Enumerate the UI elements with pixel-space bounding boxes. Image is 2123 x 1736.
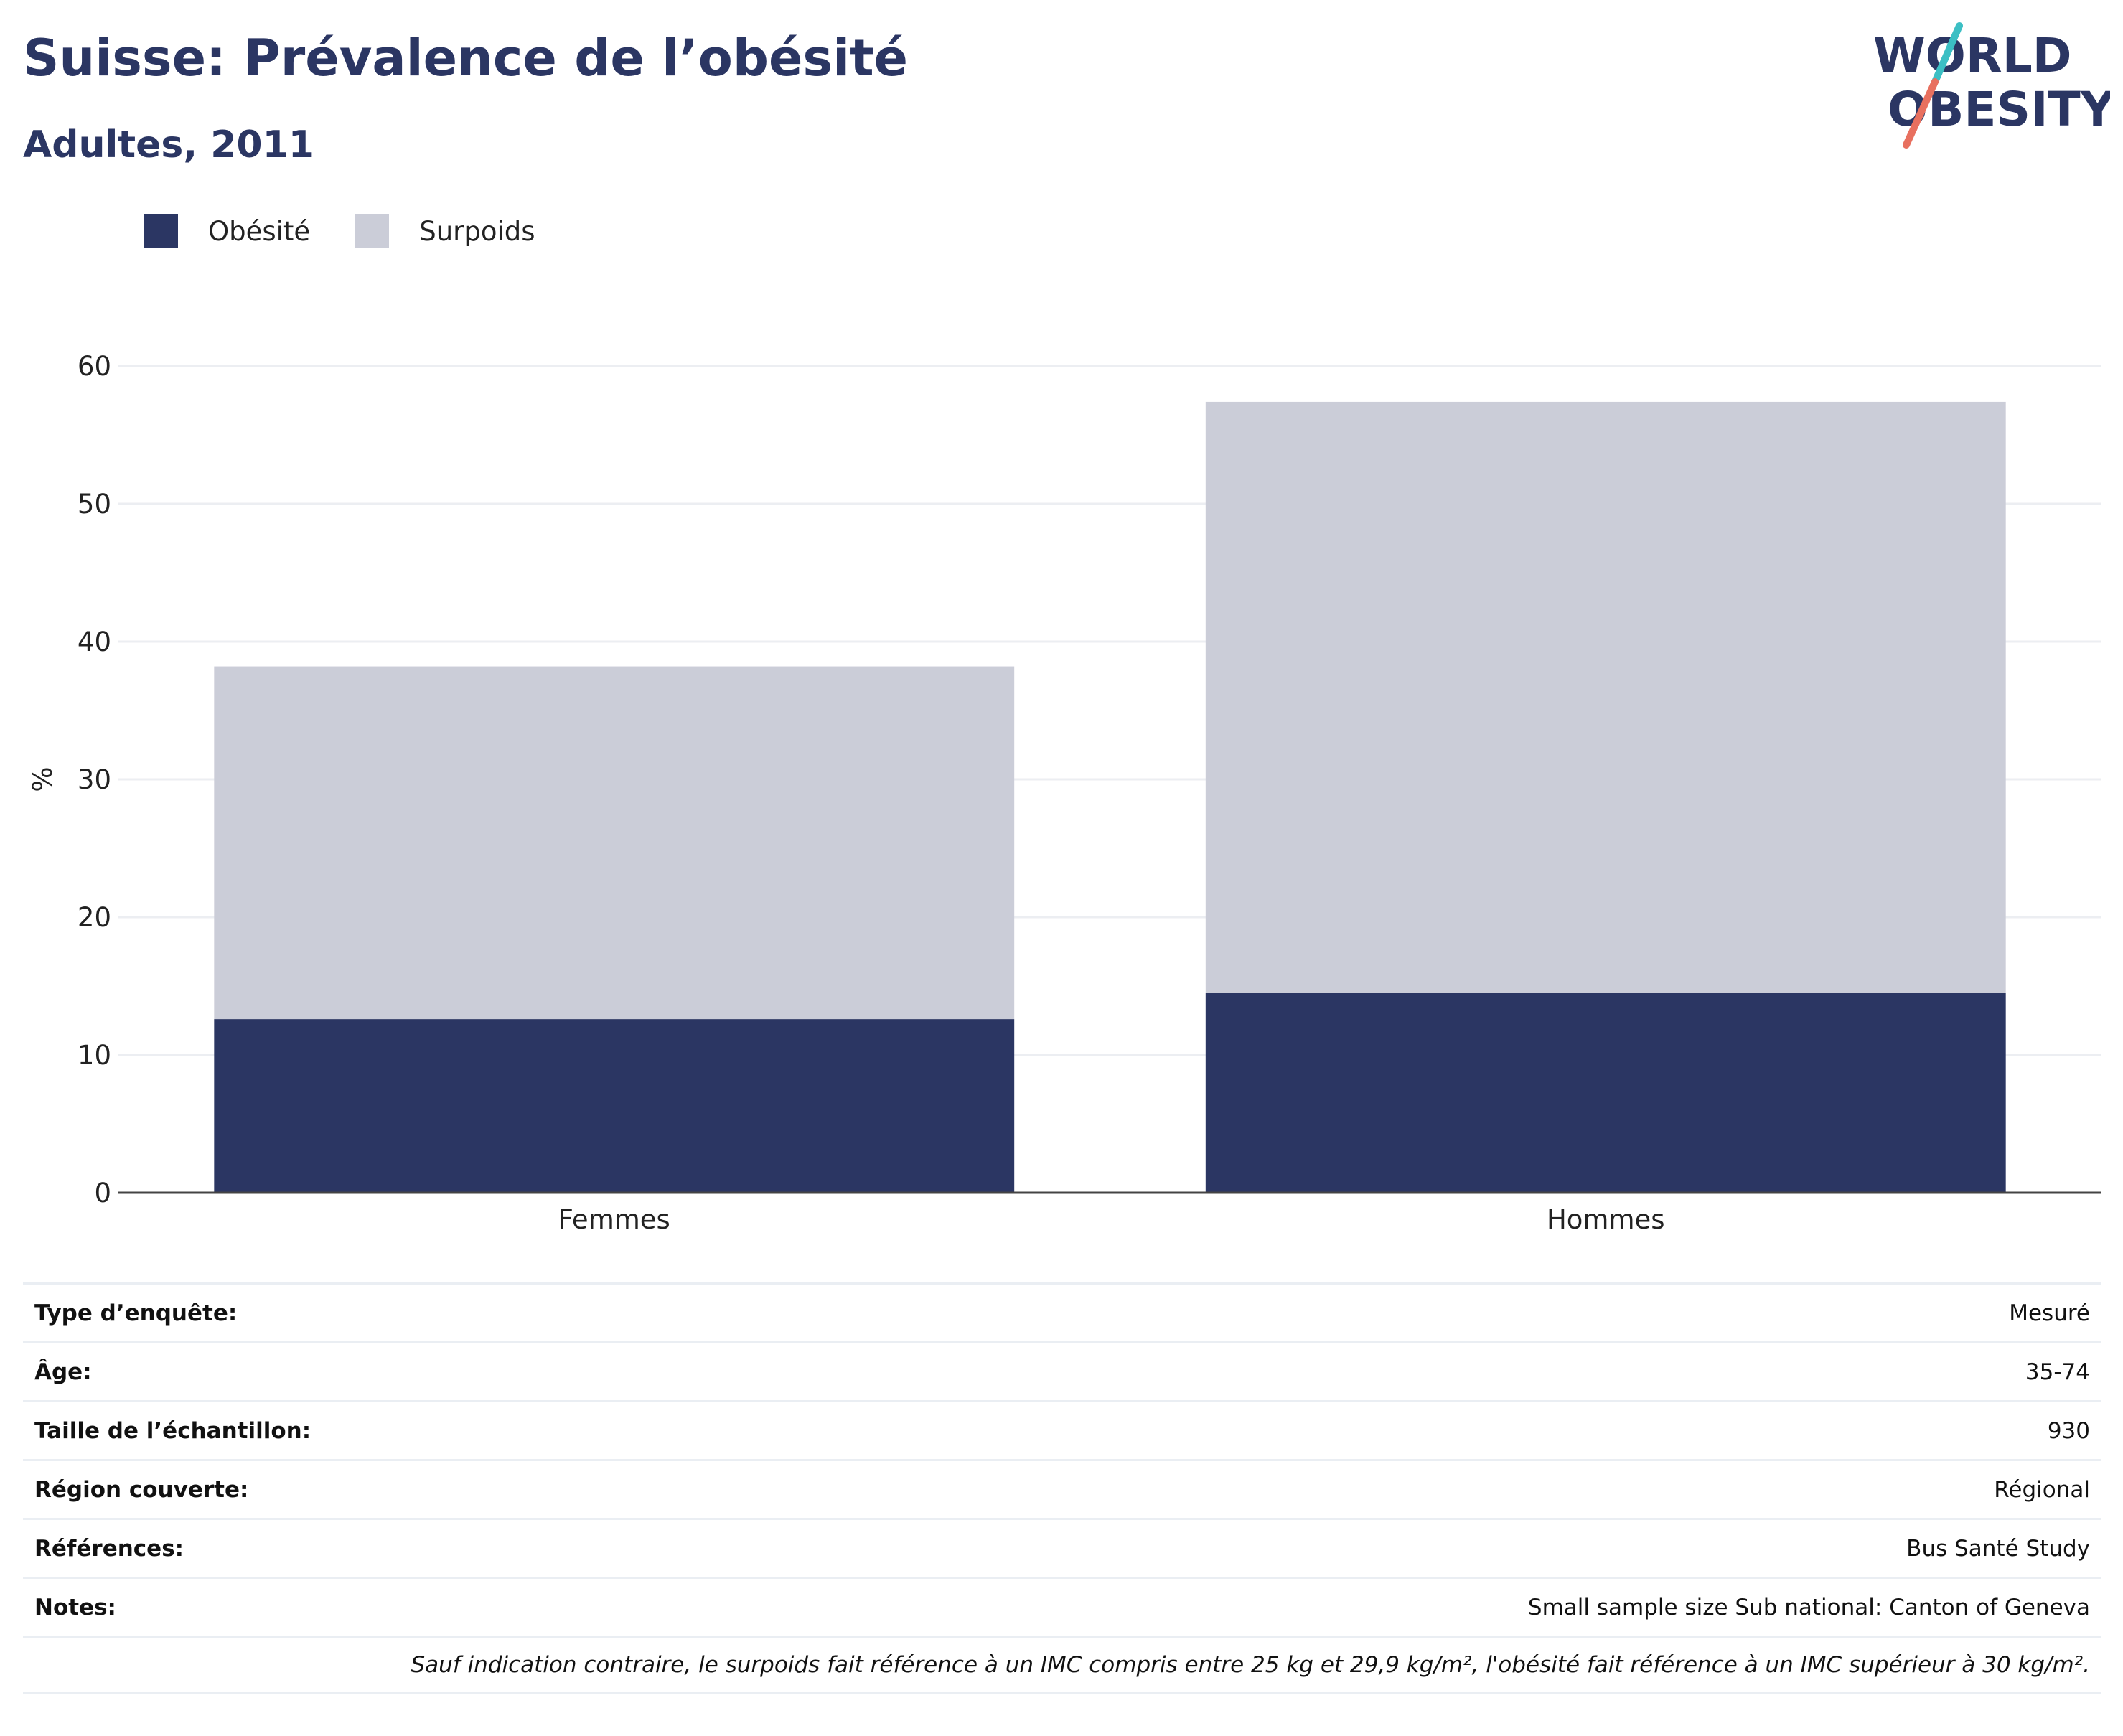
details-value: 930 [2047,1417,2090,1444]
bar-obesite [214,1019,1015,1193]
details-label: Taille de l’échantillon: [34,1417,311,1444]
legend-swatch-obesite [144,214,178,248]
page-subtitle: Adultes, 2011 [23,123,314,166]
world-obesity-logo: WORLD OBESITY [1873,22,2110,149]
legend-label-obesite: Obésité [208,215,311,247]
y-tick-label: 20 [78,902,111,933]
details-row-survey-type: Type d’enquête: Mesuré [23,1282,2101,1341]
legend-item-obesite[interactable]: Obésité [144,214,310,248]
y-tick-label: 60 [78,351,111,382]
details-label: Références: [34,1535,184,1562]
details-label: Âge: [34,1359,92,1385]
details-label: Notes: [34,1594,116,1620]
details-value: Small sample size Sub national: Canton o… [1527,1594,2090,1620]
details-table: Type d’enquête: Mesuré Âge: 35-74 Taille… [23,1282,2101,1694]
chart-legend: Obésité Surpoids [144,214,580,248]
details-label: Région couverte: [34,1476,249,1503]
details-label: Type d’enquête: [34,1300,238,1326]
x-tick-label: Hommes [1547,1204,1665,1235]
y-tick-label: 10 [78,1040,111,1071]
legend-item-surpoids[interactable]: Surpoids [355,214,535,248]
bar-obesite [1205,993,2006,1193]
y-tick-label: 0 [94,1178,111,1209]
details-row-notes: Notes: Small sample size Sub national: C… [23,1577,2101,1636]
footnote-text: Sauf indication contraire, le surpoids f… [411,1652,2090,1678]
x-tick-label: Femmes [558,1204,670,1235]
details-value: Régional [1994,1476,2090,1503]
logo-line1: WORLD [1873,28,2072,83]
legend-swatch-surpoids [355,214,390,248]
y-tick-label: 30 [78,764,111,795]
footnote: Sauf indication contraire, le surpoids f… [23,1636,2101,1694]
legend-label-surpoids: Surpoids [419,215,535,247]
details-value: Bus Santé Study [1906,1535,2090,1562]
page-title: Suisse: Prévalence de l’obésité [23,29,909,88]
details-value: Mesuré [2009,1300,2090,1326]
y-tick-label: 40 [78,627,111,657]
details-value: 35-74 [2025,1359,2090,1385]
details-row-region: Région couverte: Régional [23,1459,2101,1518]
y-tick-label: 50 [78,489,111,520]
details-row-references: Références: Bus Santé Study [23,1518,2101,1577]
details-row-age: Âge: 35-74 [23,1341,2101,1400]
bar-chart: 0 10 20 30 40 50 60% Femmes Hommes [27,351,2101,1235]
y-axis-label: % [27,766,58,792]
bar-surpoids [214,666,1015,1020]
details-row-sample-size: Taille de l’échantillon: 930 [23,1400,2101,1459]
bar-surpoids [1205,401,2006,993]
